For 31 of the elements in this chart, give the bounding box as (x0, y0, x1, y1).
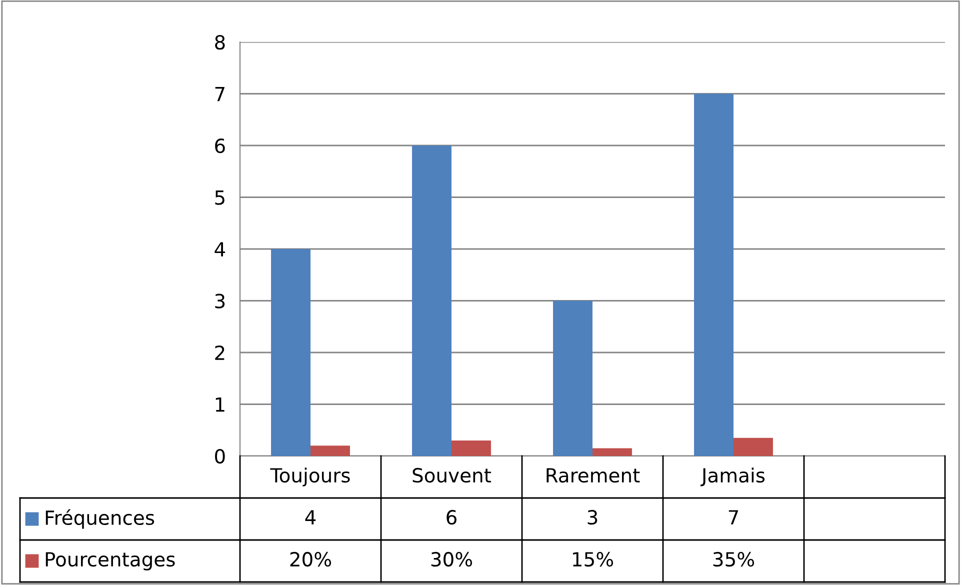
y-tick-label: 8 (215, 34, 225, 50)
y-tick-label: 0 (215, 448, 225, 464)
y-tick-label: 5 (215, 190, 224, 205)
bar (310, 446, 350, 456)
bar (592, 448, 632, 456)
y-tick-label: 4 (214, 242, 226, 256)
x-tick-label: Toujours (270, 468, 350, 486)
y-tick-label: 3 (215, 294, 225, 308)
y-tick-label: 6 (215, 138, 225, 154)
y-tick-label: 7 (215, 86, 224, 102)
data-label: 6 (446, 510, 456, 525)
bar (412, 146, 452, 456)
data-label: 15% (573, 552, 614, 567)
bar (734, 438, 773, 456)
legend-label: Fréquences (46, 509, 154, 529)
bar (553, 300, 592, 456)
data-label: 20% (290, 552, 332, 567)
x-tick-label: Rarement (546, 468, 640, 483)
bar (452, 440, 491, 456)
data-label: 7 (728, 510, 738, 524)
x-tick-label: Jamais (700, 468, 765, 486)
legend-label: Pourcentages (46, 552, 175, 570)
y-tick-label: 1 (216, 397, 224, 412)
bar (694, 94, 734, 456)
data-label: 35% (713, 552, 754, 567)
bar (271, 249, 310, 456)
x-tick-label: Souvent (412, 468, 492, 483)
data-label: 4 (305, 510, 316, 524)
data-label: 3 (588, 510, 598, 525)
y-tick-label: 2 (215, 345, 224, 360)
data-label: 30% (431, 552, 472, 567)
